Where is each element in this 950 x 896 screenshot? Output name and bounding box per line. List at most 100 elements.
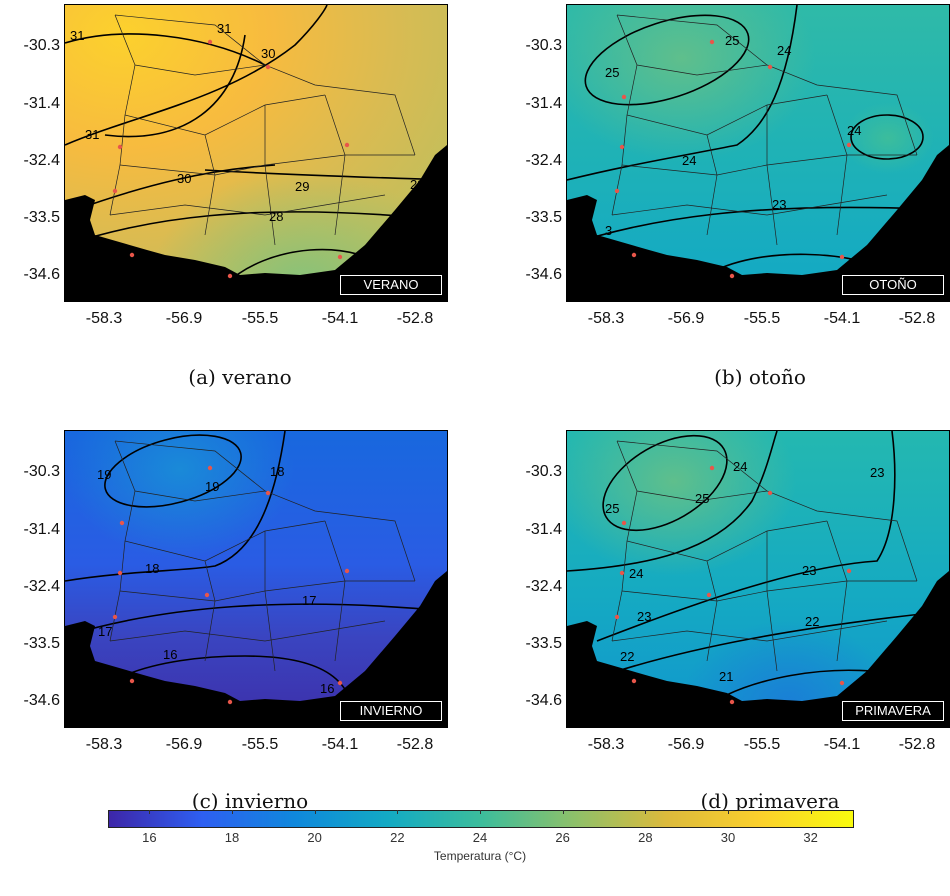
colorbar-tick-label: 20 [307,830,322,845]
region-borders [611,440,918,672]
station-marker [344,568,350,574]
ocean-mask [567,571,949,727]
x-tick-label: -56.9 [667,310,705,327]
panel-caption: (b) otoño [714,365,806,389]
contour-label: 24 [847,123,861,138]
contour-label: 29 [295,179,309,194]
colorbar-label: Temperatura (°C) [433,849,527,863]
x-tick-label: -55.5 [743,310,781,327]
map-verano: 31 31 30 31 30 29 29 28 2 2 VERANO [64,4,448,302]
station-marker [767,490,773,496]
contour-label: 3 [605,223,612,238]
contour-labels: 25 25 24 23 24 23 23 22 22 21 [605,459,884,684]
contour-label: 24 [733,459,747,474]
contour-label: 23 [802,563,816,578]
y-tick-label: -31.4 [525,95,562,112]
station-marker [117,144,123,150]
y-tick-label: -33.5 [23,209,60,226]
colorbar-tick-label: 24 [472,830,488,845]
colorbar-tick-mark [810,810,812,814]
season-label: OTOÑO [842,275,944,295]
contour-label: 2 [105,271,112,286]
colorbar-tick-label: 28 [638,830,653,845]
stations [112,465,350,705]
panel-caption: (c) invierno [191,789,309,813]
y-tick-label: -32.4 [23,152,60,169]
x-tick-label: -52.8 [898,310,936,327]
station-marker [619,570,625,576]
x-tick-label: -56.9 [667,736,705,753]
contour-label: 19 [205,479,219,494]
map-primavera: 25 25 24 23 24 23 23 22 22 21 PRIMAVERA [566,430,950,728]
contour-label: 23 [637,609,651,624]
contour-label: 30 [177,171,191,186]
region-borders [109,14,416,246]
map-svg-invierno: 19 19 18 18 17 17 16 16 [65,431,447,727]
stations [112,39,350,279]
contour-labels: 31 31 30 31 30 29 29 28 2 2 [70,21,424,286]
station-marker [614,614,620,620]
x-tick-label: -55.5 [743,736,781,753]
station-marker [729,699,735,705]
colorbar-tick-mark [397,810,399,814]
panel-caption: (a) verano [188,365,292,389]
y-tick-label: -31.4 [23,521,60,538]
contour-label: 17 [98,624,112,639]
station-marker [112,188,118,194]
stations [614,465,852,705]
station-marker [129,252,135,258]
stations [614,39,852,279]
x-tick-label: -54.1 [321,736,359,753]
y-tick-label: -34.6 [23,266,60,283]
station-marker [337,254,343,260]
station-marker [846,142,852,148]
y-tick-label: -30.3 [525,37,562,54]
y-tick-label: -30.3 [23,463,60,480]
colorbar-tick-mark [562,810,564,814]
contour-label: 25 [725,33,739,48]
ocean-mask [65,145,447,301]
x-tick-label: -58.3 [85,310,123,327]
colorbar-tick-label: 30 [720,830,736,845]
contour-label: 24 [629,566,643,581]
contour-label: 22 [620,649,634,664]
station-marker [621,94,627,100]
contour-label: 23 [870,465,884,480]
contour-label: 28 [269,209,283,224]
station-marker [344,142,350,148]
region-borders [109,440,416,672]
contour-label: 16 [320,681,334,696]
station-marker [839,680,845,686]
contour-label: 25 [605,65,619,80]
contour-label: 29 [410,177,424,192]
y-tick-label: -33.5 [525,635,562,652]
map-invierno: 19 19 18 18 17 17 16 16 INVIERNO [64,430,448,728]
colorbar-tick-label: 22 [390,830,405,845]
colorbar-tick-label: 16 [142,830,157,845]
station-marker [204,592,210,598]
y-tick-label: -33.5 [23,635,60,652]
x-tick-label: -58.3 [587,310,625,327]
colorbar-tick-mark [314,810,316,814]
station-marker [207,39,213,45]
contour-label: 19 [97,467,111,482]
station-marker [227,699,233,705]
x-tick-label: -54.1 [823,310,861,327]
station-marker [846,568,852,574]
y-tick-label: -33.5 [525,209,562,226]
station-marker [207,465,213,471]
contour-label: 25 [605,501,619,516]
station-marker [265,490,271,496]
map-svg-verano: 31 31 30 31 30 29 29 28 2 2 [65,5,447,301]
map-svg-otono: 25 25 24 24 24 23 3 [567,5,949,301]
station-marker [631,252,637,258]
x-tick-label: -58.3 [587,736,625,753]
colorbar-tick-mark [645,810,647,814]
x-tick-label: -55.5 [241,736,279,753]
station-marker [709,39,715,45]
x-tick-label: -54.1 [823,736,861,753]
contour-label: 30 [261,46,275,61]
station-marker [706,592,712,598]
contour-label: 2 [85,231,92,246]
colorbar-tick-label: 18 [224,830,240,845]
